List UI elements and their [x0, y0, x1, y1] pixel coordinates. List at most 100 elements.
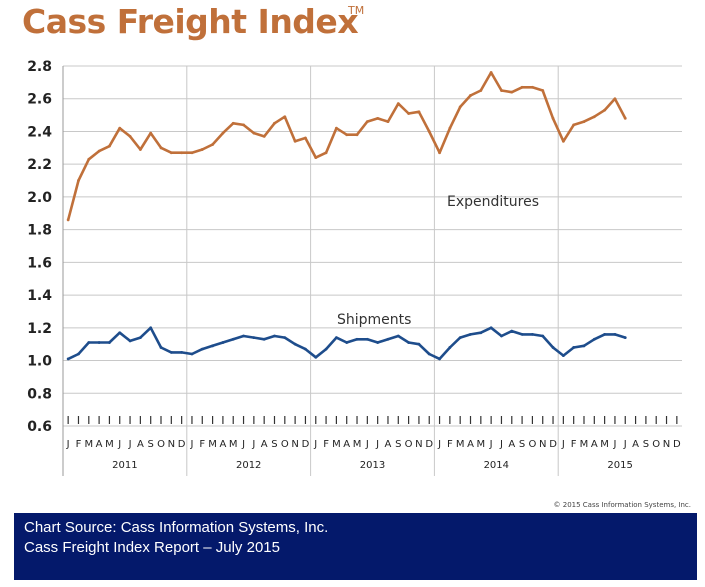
expenditures-point — [592, 115, 596, 119]
month-label: A — [343, 439, 350, 450]
y-tick-label: 2.6 — [27, 92, 52, 108]
month-label: D — [178, 439, 186, 450]
month-label: J — [561, 439, 565, 450]
month-label: O — [405, 439, 413, 450]
shipments-point — [283, 336, 287, 340]
grid-layer — [62, 65, 682, 476]
expenditures-point — [118, 126, 122, 130]
line-chart: 0.60.81.01.21.41.61.82.02.22.42.62.8J F M A… — [27, 59, 682, 476]
shipments-point — [77, 352, 80, 356]
shipments-point — [159, 346, 163, 349]
month-label: F — [76, 439, 82, 450]
month-label: J — [128, 439, 132, 450]
shipments-point — [489, 326, 493, 330]
shipments-point — [169, 350, 173, 354]
month-label: M — [229, 439, 238, 450]
shipments-point — [603, 332, 607, 336]
shipments-point — [582, 344, 586, 348]
shipments-point — [293, 342, 297, 346]
month-label: M — [332, 439, 341, 450]
shipments-point — [118, 331, 122, 335]
shipments-point — [561, 354, 565, 358]
month-label: O — [528, 439, 536, 450]
expenditures-point — [304, 136, 307, 140]
series-annotation: Expenditures — [447, 194, 539, 210]
shipments-point — [386, 337, 390, 341]
shipments-point — [87, 341, 91, 344]
shipments-point — [510, 329, 514, 333]
month-label: J — [313, 439, 317, 450]
month-label: D — [425, 439, 433, 450]
y-tick-label: 2.4 — [27, 124, 52, 140]
expenditures-point — [500, 89, 503, 92]
month-label: M — [353, 439, 362, 450]
expenditures-point — [273, 121, 276, 125]
expenditures-point — [128, 134, 132, 138]
month-label: A — [632, 439, 639, 450]
copyright-note: © 2015 Cass Information Systems, Inc. — [553, 501, 691, 509]
expenditures-point — [293, 139, 297, 143]
month-label: M — [580, 439, 589, 450]
expenditures-point — [541, 89, 545, 92]
month-label: J — [375, 439, 379, 450]
year-label: 2012 — [236, 460, 261, 471]
month-label: J — [623, 439, 627, 450]
shipments-point — [324, 347, 328, 351]
expenditures-point — [262, 134, 266, 138]
chart-source-box: Chart Source: Cass Information Systems, … — [14, 513, 697, 580]
month-label: M — [477, 439, 486, 450]
month-label: A — [96, 439, 103, 450]
shipments-point — [242, 334, 245, 338]
year-label: 2011 — [112, 460, 137, 471]
month-label: N — [539, 439, 546, 450]
shipments-point — [613, 332, 617, 336]
shipments-point — [623, 336, 627, 340]
expenditures-point — [159, 146, 163, 150]
y-tick-label: 1.2 — [27, 321, 52, 337]
expenditures-point — [469, 94, 472, 97]
label-layer: 0.60.81.01.21.41.61.82.02.22.42.62.8J F M A… — [27, 59, 681, 471]
expenditures-point — [386, 120, 390, 124]
shipments-point — [458, 336, 462, 340]
expenditures-point — [623, 116, 627, 120]
expenditures-point — [200, 148, 204, 151]
shipments-point — [200, 347, 204, 351]
expenditures-point — [448, 126, 452, 130]
month-label: D — [549, 439, 557, 450]
month-label: J — [251, 439, 255, 450]
month-label: F — [447, 439, 453, 450]
expenditures-point — [365, 120, 369, 124]
expenditures-point — [417, 110, 421, 114]
shipments-point — [427, 352, 431, 356]
month-label: A — [508, 439, 515, 450]
year-label: 2014 — [484, 460, 509, 471]
shipments-point — [531, 332, 534, 336]
expenditures-point — [252, 131, 256, 135]
shipments-point — [520, 332, 524, 336]
month-label: F — [571, 439, 577, 450]
shipments-point — [438, 357, 441, 361]
expenditures-point — [479, 89, 483, 92]
month-label: M — [105, 439, 114, 450]
source-line-2: Cass Freight Index Report – July 2015 — [24, 539, 280, 556]
month-label: A — [261, 439, 268, 450]
month-label: M — [208, 439, 217, 450]
month-label: F — [323, 439, 329, 450]
expenditures-point — [510, 90, 514, 94]
month-label: A — [385, 439, 392, 450]
month-label: A — [467, 439, 474, 450]
expenditures-point — [613, 97, 617, 101]
y-tick-label: 1.0 — [27, 354, 52, 370]
month-label: N — [291, 439, 298, 450]
series-layer — [66, 71, 627, 361]
expenditures-point — [87, 157, 91, 161]
expenditures-point — [520, 85, 524, 89]
y-tick-label: 0.6 — [27, 419, 52, 435]
expenditures-point — [376, 116, 380, 120]
shipments-point — [149, 326, 153, 330]
month-label: J — [117, 439, 121, 450]
trademark-mark: TM — [348, 4, 365, 17]
y-tick-label: 1.6 — [27, 255, 52, 271]
month-label: S — [395, 439, 401, 450]
shipments-point — [592, 337, 596, 341]
